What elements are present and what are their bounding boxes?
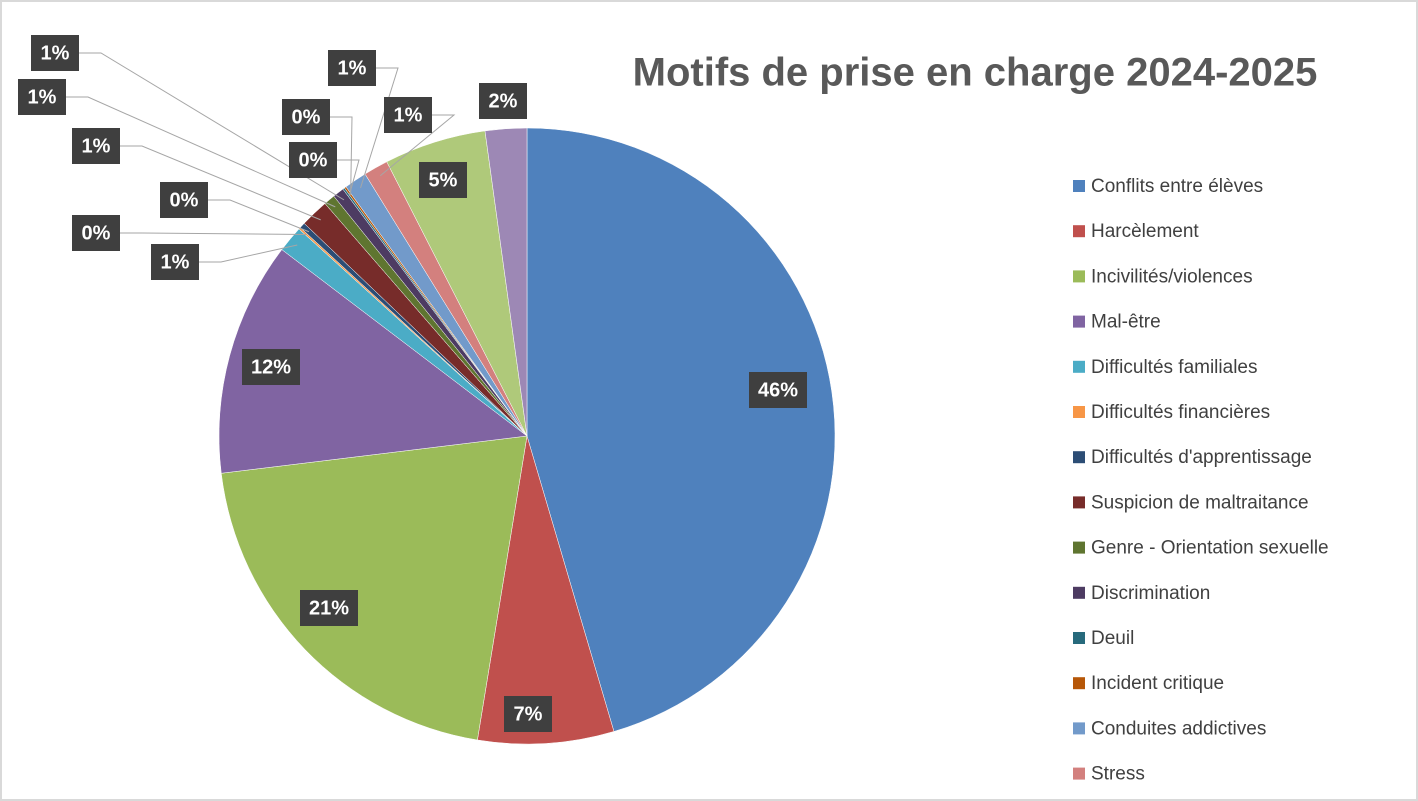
legend-swatch	[1073, 677, 1085, 690]
legend-swatch	[1073, 496, 1085, 509]
legend-label: Incident critique	[1091, 673, 1224, 694]
data-label-box	[300, 590, 358, 626]
data-label-box	[72, 215, 120, 251]
data-label: 0%	[299, 149, 328, 171]
legend-label: Mal-être	[1091, 312, 1161, 333]
data-label: 46%	[758, 379, 798, 401]
data-label-box	[151, 244, 199, 280]
legend-swatch	[1073, 767, 1085, 780]
data-label: 1%	[394, 104, 423, 126]
legend-label: Suspicion de maltraitance	[1091, 492, 1309, 513]
leader-line	[330, 116, 353, 195]
data-label-box	[749, 372, 807, 408]
data-label: 0%	[170, 189, 199, 211]
legend-label: Discrimination	[1091, 583, 1210, 604]
legend-label: Conflits entre élèves	[1091, 176, 1263, 197]
leader-line	[360, 67, 399, 189]
data-label: 12%	[251, 356, 291, 378]
legend-label: Difficultés financières	[1091, 402, 1270, 423]
legend-swatch	[1073, 586, 1085, 599]
data-label: 5%	[429, 169, 458, 191]
legend-swatch	[1073, 360, 1085, 373]
data-label: 1%	[161, 251, 190, 273]
data-label: 2%	[489, 90, 518, 112]
leader-line	[337, 159, 360, 197]
data-label-box	[18, 79, 66, 115]
data-label-box	[72, 128, 120, 164]
legend-swatch	[1073, 451, 1085, 464]
legend-swatch	[1073, 225, 1085, 238]
data-label-box	[282, 99, 330, 135]
data-label-box	[242, 349, 300, 385]
pie-slice	[218, 249, 528, 474]
data-label-box	[160, 182, 208, 218]
data-label: 0%	[82, 222, 111, 244]
legend-label: Incivilités/violences	[1091, 266, 1253, 287]
legend-label: Conduites addictives	[1091, 718, 1266, 739]
data-label: 1%	[41, 42, 70, 64]
legend-label: Difficultés familiales	[1091, 357, 1257, 378]
pie-slice	[526, 127, 836, 732]
chart-title: Motifs de prise en charge 2024-2025	[633, 51, 1318, 95]
pie-slice	[484, 127, 528, 437]
legend-label: Genre - Orientation sexuelle	[1091, 538, 1329, 559]
pie-slice	[220, 435, 528, 741]
data-label-box	[31, 35, 79, 71]
legend-swatch	[1073, 541, 1085, 554]
data-label: 1%	[338, 57, 367, 79]
legend-swatch	[1073, 180, 1085, 192]
data-label-box	[419, 162, 467, 198]
leader-line	[120, 232, 307, 235]
data-label-box	[289, 142, 337, 178]
legend-label: Harcèlement	[1091, 221, 1199, 242]
legend-label: Stress	[1091, 764, 1145, 785]
legend-label: Deuil	[1091, 628, 1134, 649]
legend-box	[1057, 140, 1329, 770]
legend-swatch	[1073, 722, 1085, 735]
leader-line	[66, 96, 336, 208]
leader-line	[208, 199, 310, 233]
data-label-box	[384, 97, 432, 133]
data-label: 0%	[292, 106, 321, 128]
legend-label: Difficultés d'apprentissage	[1091, 447, 1312, 468]
data-label: 21%	[309, 597, 349, 619]
data-label: 1%	[82, 135, 111, 157]
legend-swatch	[1073, 632, 1085, 644]
legend-swatch	[1073, 270, 1085, 283]
data-label: 7%	[514, 703, 543, 725]
legend-swatch	[1073, 406, 1085, 418]
data-label-box	[504, 696, 552, 732]
legend-swatch	[1073, 315, 1085, 328]
data-label-box	[479, 83, 527, 119]
pie-slice	[477, 435, 615, 745]
leader-line	[379, 114, 456, 177]
data-label-box	[328, 50, 376, 86]
leader-line	[120, 145, 321, 221]
leader-line	[79, 52, 345, 201]
leader-line	[199, 244, 298, 263]
data-label: 1%	[28, 86, 57, 108]
